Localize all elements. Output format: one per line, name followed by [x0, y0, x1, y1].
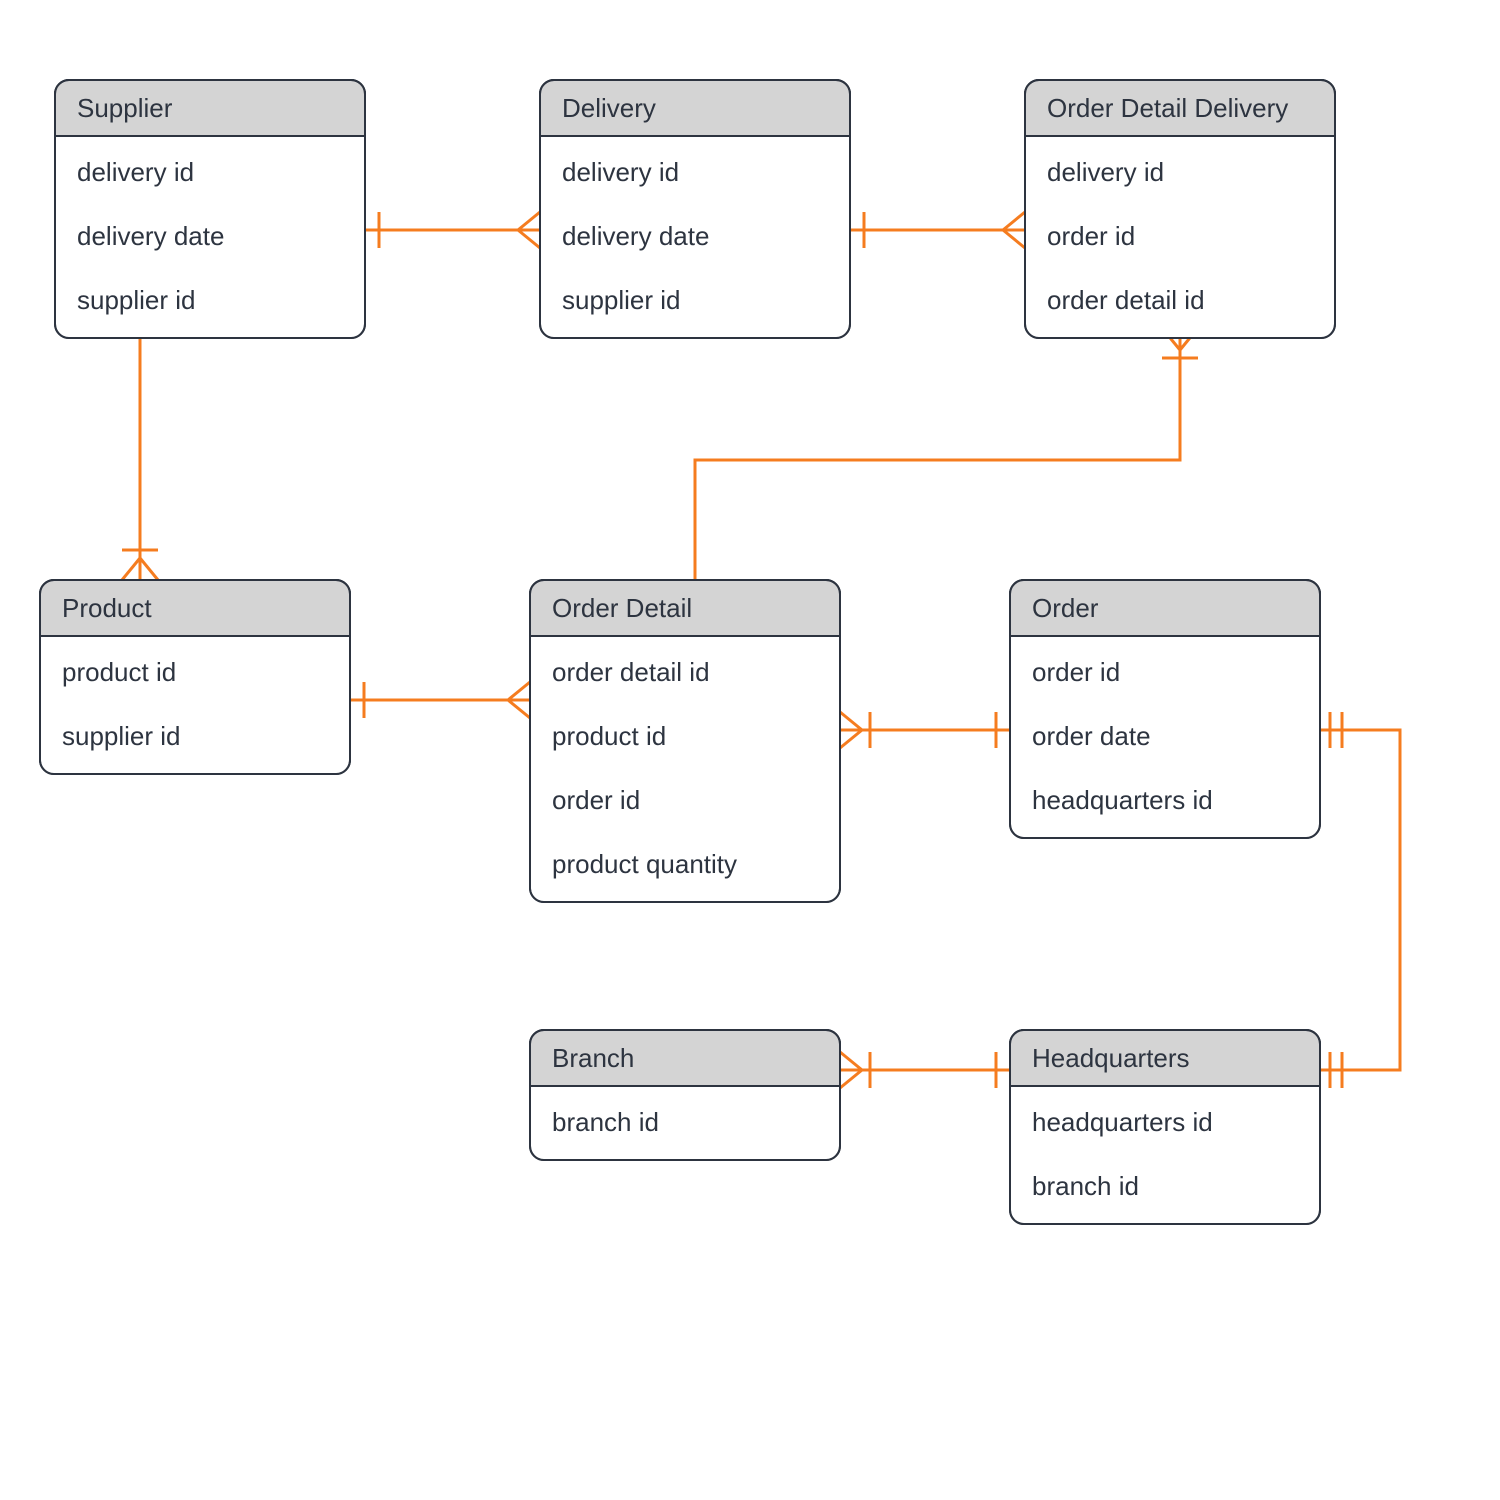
entity-attr: order id: [552, 785, 640, 815]
entity-title: Order Detail Delivery: [1047, 93, 1288, 123]
entity-attr: branch id: [552, 1107, 659, 1137]
entity-product: Product product id supplier id: [40, 580, 350, 774]
entity-title: Headquarters: [1032, 1043, 1190, 1073]
entity-title: Branch: [552, 1043, 634, 1073]
entity-headquarters: Headquarters headquarters id branch id: [1010, 1030, 1320, 1224]
edge-endcap: [518, 212, 540, 248]
entity-title: Order: [1032, 593, 1099, 623]
entity-attr: order id: [1047, 221, 1135, 251]
entity-attr: product id: [62, 657, 176, 687]
entity-title: Order Detail: [552, 593, 692, 623]
entity-title: Product: [62, 593, 152, 623]
entity-attr: delivery id: [77, 157, 194, 187]
entity-attr: order detail id: [1047, 285, 1205, 315]
entity-attr: headquarters id: [1032, 1107, 1213, 1137]
entity-attr: supplier id: [562, 285, 681, 315]
entity-attr: delivery date: [562, 221, 709, 251]
edge: [1320, 730, 1400, 1070]
entity-supplier: Supplier delivery id delivery date supplier…: [55, 80, 365, 338]
entity-attr: delivery id: [1047, 157, 1164, 187]
entity-attr: order date: [1032, 721, 1151, 751]
entity-attr: order id: [1032, 657, 1120, 687]
entity-orderdetail: Order Detail order detail id product id ord…: [530, 580, 840, 902]
entity-attr: delivery id: [562, 157, 679, 187]
entity-order: Order order id order date headquarters id: [1010, 580, 1320, 838]
entity-attr: headquarters id: [1032, 785, 1213, 815]
entity-attr: delivery date: [77, 221, 224, 251]
entity-delivery: Delivery delivery id delivery date supplier…: [540, 80, 850, 338]
entity-title: Delivery: [562, 93, 656, 123]
entity-attr: order detail id: [552, 657, 710, 687]
entity-attr: product quantity: [552, 849, 737, 879]
entity-title: Supplier: [77, 93, 173, 123]
entity-attr: product id: [552, 721, 666, 751]
entity-attr: branch id: [1032, 1171, 1139, 1201]
entity-branch: Branch branch id: [530, 1030, 840, 1160]
edge-endcap: [508, 682, 530, 718]
edge-endcap: [1003, 212, 1025, 248]
entity-attr: supplier id: [62, 721, 181, 751]
entity-odd: Order Detail Delivery delivery id order id…: [1025, 80, 1335, 338]
er-diagram: Supplier delivery id delivery date supplier…: [0, 0, 1500, 1500]
edge: [695, 328, 1180, 580]
entity-attr: supplier id: [77, 285, 196, 315]
